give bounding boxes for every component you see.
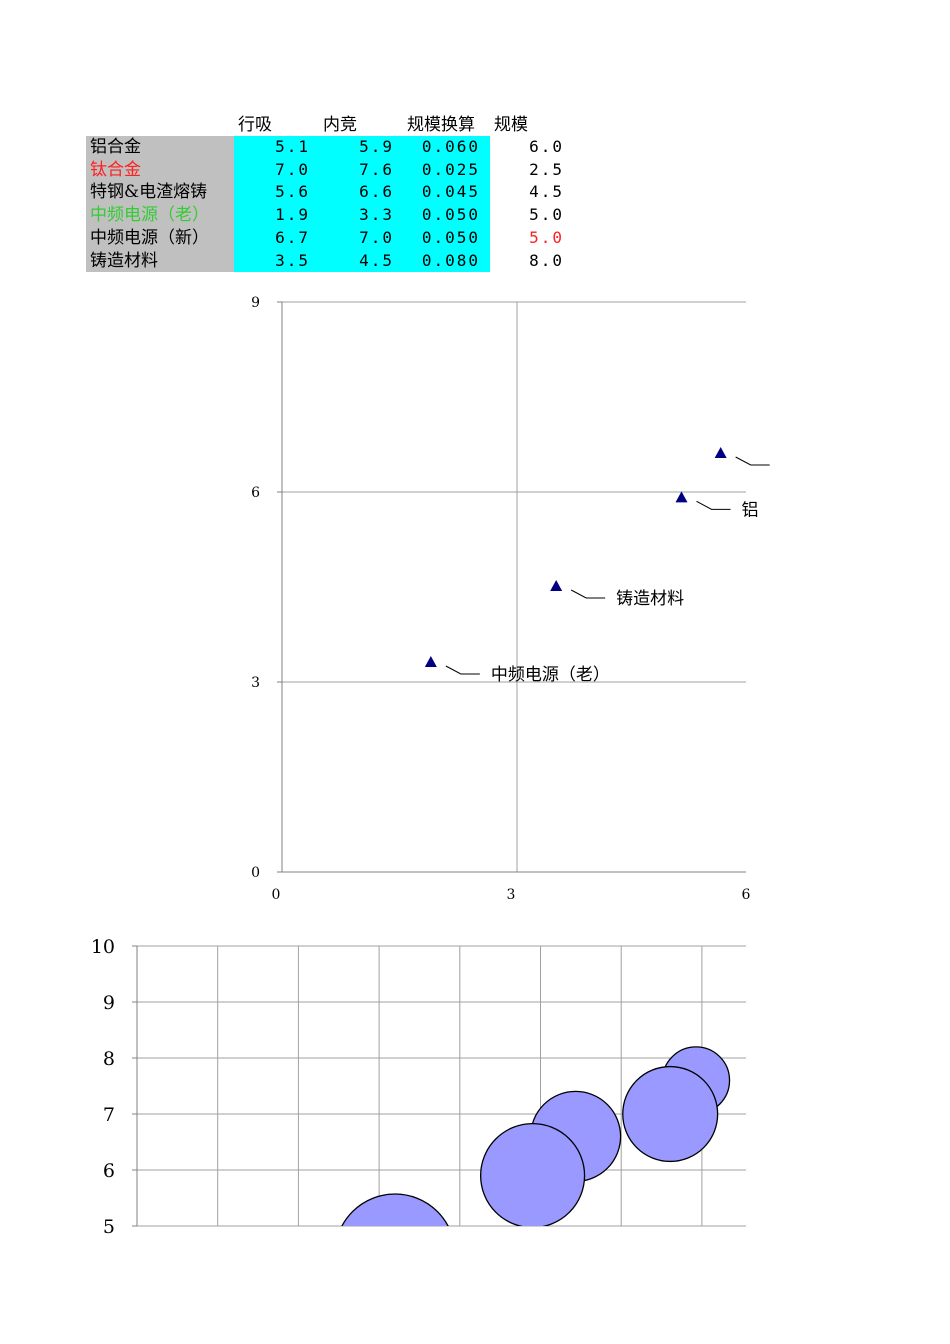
- row-hangxi: 5.6: [275, 182, 310, 202]
- table-row: 中频电源（新） 6.7 7.0 0.050 5.0: [0, 227, 950, 250]
- table-row: 特钢&电渣熔铸 5.6 6.6 0.045 4.5: [0, 181, 950, 204]
- row-scale: 8.0: [529, 250, 564, 270]
- bubble-y-tick-label: 7: [103, 1104, 115, 1126]
- row-hangxi: 5.1: [275, 137, 310, 156]
- scatter-leader-line: [570, 589, 606, 599]
- scatter-leader-line: [735, 456, 770, 466]
- scatter-x-tick-label: 0: [272, 887, 281, 903]
- value-columns-background: [234, 136, 490, 272]
- bubble-chart: 10 9 8 7 6 5: [91, 936, 746, 1238]
- scatter-x-tick-label: 6: [742, 887, 751, 903]
- header-scale-conversion: 规模换算: [407, 115, 475, 135]
- scatter-point: [424, 656, 437, 667]
- bubble-marks: [341, 1046, 731, 1226]
- row-neijing: 7.0: [359, 227, 394, 247]
- row-name: 中频电源（新）: [90, 227, 209, 248]
- row-neijing: 6.6: [359, 182, 394, 202]
- row-hangxi: 6.7: [275, 227, 310, 247]
- bubble: [341, 1193, 449, 1226]
- row-scale-conversion: 0.045: [421, 182, 480, 202]
- row-hangxi: 1.9: [275, 205, 310, 225]
- scatter-y-tick-label: 3: [251, 675, 260, 691]
- bubble-y-tick-label: 5: [103, 1216, 115, 1238]
- row-scale-conversion: 0.050: [421, 227, 480, 247]
- bubble-y-tick-label: 10: [91, 936, 115, 958]
- row-neijing: 5.9: [359, 137, 394, 156]
- row-name: 铝合金: [90, 137, 141, 157]
- row-scale: 2.5: [529, 159, 564, 179]
- row-scale: 6.0: [529, 137, 564, 156]
- row-name: 钛合金: [90, 159, 141, 180]
- table-row: 中频电源（老） 1.9 3.3 0.050 5.0: [0, 204, 950, 227]
- row-scale: 4.5: [529, 182, 564, 202]
- row-neijing: 4.5: [359, 250, 394, 270]
- scatter-point-label: 铝: [742, 500, 759, 520]
- scatter-y-tick-label: 0: [251, 865, 260, 881]
- table-row: 钛合金 7.0 7.6 0.025 2.5: [0, 159, 950, 182]
- row-scale-conversion: 0.080: [421, 250, 480, 270]
- scatter-x-tick-label: 3: [507, 887, 516, 903]
- scatter-y-tick-label: 6: [251, 485, 260, 501]
- row-name: 中频电源（老）: [90, 205, 209, 226]
- table-row: 铝合金 5.1 5.9 0.060 6.0: [0, 136, 950, 159]
- row-scale: 5.0: [529, 205, 564, 225]
- row-scale-conversion: 0.050: [421, 205, 480, 225]
- bubble-tick-labels: 10 9 8 7 6 5: [91, 936, 115, 1238]
- bubble-y-tick-label: 6: [103, 1160, 115, 1182]
- scatter-point-label: 中频电源（老）: [491, 665, 610, 685]
- bubble: [622, 1065, 719, 1163]
- row-neijing: 3.3: [359, 205, 394, 225]
- scatter-y-tick-label: 9: [251, 295, 260, 311]
- row-scale: 5.0: [529, 227, 564, 247]
- bubble: [480, 1123, 586, 1226]
- row-name: 铸造材料: [90, 250, 158, 271]
- row-scale-conversion: 0.025: [421, 159, 480, 179]
- row-hangxi: 7.0: [275, 159, 310, 179]
- data-table: 行吸 内竞 规模换算 规模 铝合金 5.1 5.9 0.060 6.0 钛合金 7.0 7.6…: [0, 0, 950, 280]
- scatter-leader-line: [696, 500, 731, 510]
- table-row: 铸造材料 3.5 4.5 0.080 8.0: [0, 250, 950, 273]
- header-hangxi: 行吸: [238, 115, 272, 135]
- scatter-tick-labels: 0 3 6 9 0 3 6: [251, 295, 750, 903]
- row-hangxi: 3.5: [275, 250, 310, 270]
- scatter-point: [550, 580, 563, 591]
- bubble-y-tick-label: 9: [103, 992, 115, 1014]
- row-scale-conversion: 0.060: [421, 137, 480, 156]
- scatter-leader-line: [445, 665, 480, 675]
- bubble-y-tick-label: 8: [103, 1048, 115, 1070]
- scatter-gridlines: [277, 301, 746, 873]
- header-neijing: 内竞: [323, 115, 357, 135]
- name-column-background: [86, 136, 234, 272]
- scatter-point: [714, 447, 727, 458]
- row-name: 特钢&电渣熔铸: [90, 182, 208, 203]
- scatter-point-label: 铸造材料: [616, 589, 684, 609]
- scatter-point: [675, 491, 688, 503]
- row-neijing: 7.6: [359, 159, 394, 179]
- header-scale: 规模: [494, 115, 528, 135]
